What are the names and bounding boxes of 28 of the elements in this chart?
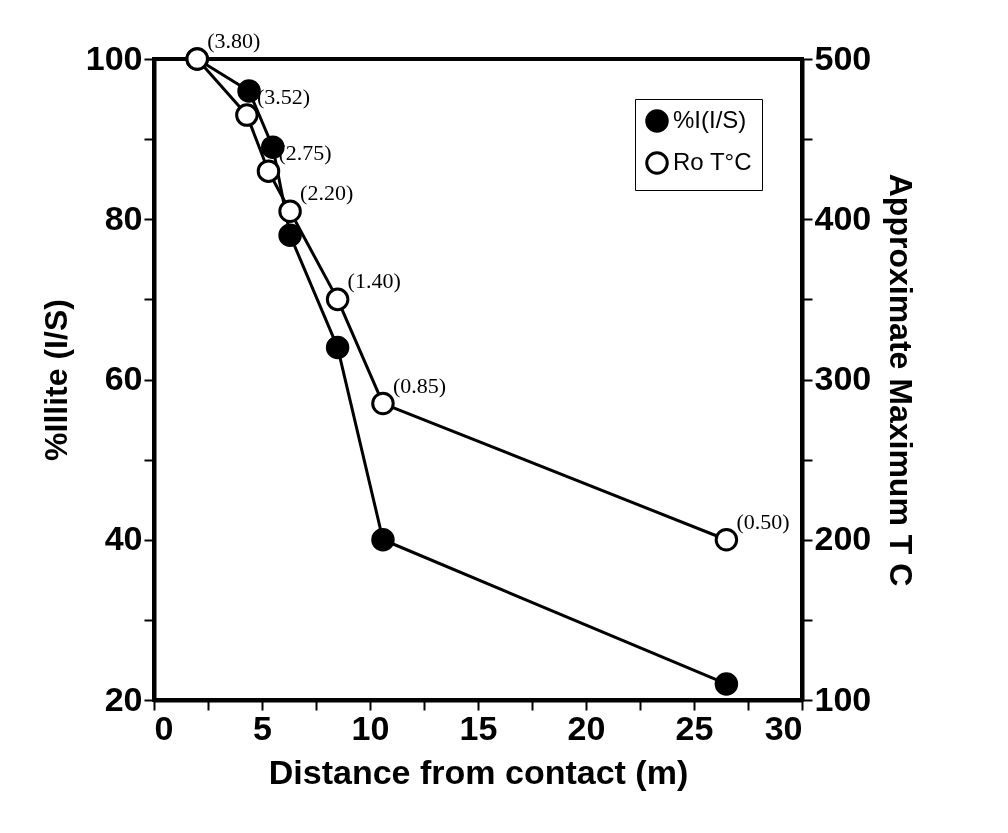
x-tick-label: 15	[459, 708, 498, 747]
y2-tick-label: 300	[814, 359, 872, 397]
x-tick-label: 0	[154, 708, 174, 747]
y-axis-title: %Illite (I/S)	[37, 299, 74, 461]
annotation: (0.85)	[392, 372, 447, 398]
x-tick-label: 25	[675, 708, 714, 747]
legend-label: %I(I/S)	[673, 106, 747, 133]
y2-tick-label: 200	[814, 519, 872, 558]
x-tick-label: 20	[567, 708, 606, 747]
x-tick-label: 10	[351, 708, 390, 747]
text: (3.80)	[207, 28, 261, 53]
y-tick-label: 60	[104, 359, 143, 397]
annotation: (3.52)	[256, 84, 311, 110]
x-tick-label: 30	[764, 708, 803, 747]
annotation: (0.50)	[736, 508, 790, 534]
y-tick-label: 40	[104, 519, 143, 558]
y-tick-label: 80	[104, 198, 143, 237]
annotation: (1.40)	[347, 268, 401, 294]
x-tick-label: 5	[253, 708, 272, 747]
annotation: (2.20)	[300, 180, 354, 206]
x-axis-title: Distance from contact (m)	[268, 752, 689, 791]
y2-tick-label: 100	[814, 679, 872, 718]
legend-label: Ro T°C	[673, 148, 752, 175]
y-tick-label: 20	[104, 679, 143, 718]
y2-tick-label: 500	[814, 38, 872, 77]
y-tick-label: 100	[85, 38, 143, 77]
y2-tick-label: 400	[814, 198, 872, 237]
y2-axis-title: Approximate Maximum T C	[883, 173, 920, 587]
